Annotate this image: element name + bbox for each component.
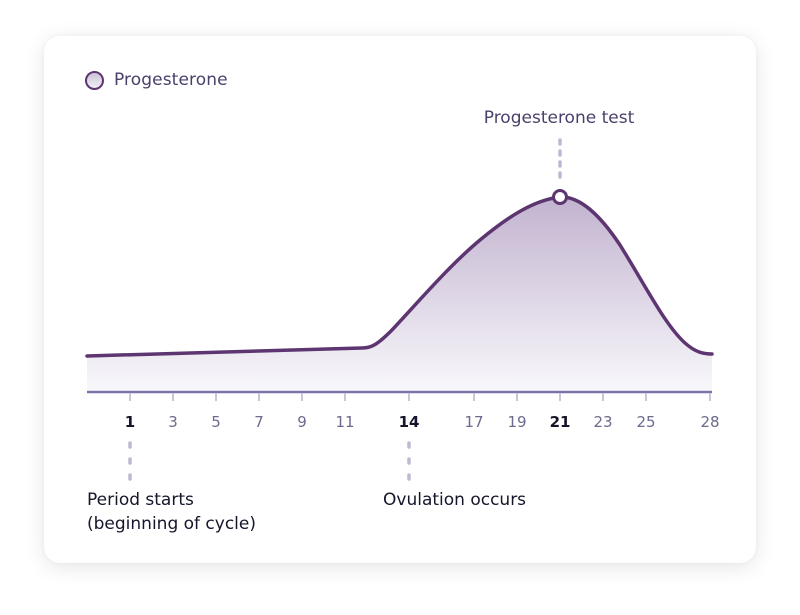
tick-label: 5 (211, 413, 221, 431)
tick-label: 23 (593, 413, 613, 431)
period-starts-subtitle: (beginning of cycle) (87, 514, 256, 534)
legend-circle-icon (85, 70, 104, 90)
legend-label: Progesterone (114, 70, 228, 90)
tick-marks (129, 393, 711, 401)
period-starts-annotation: Period starts (beginning of cycle) (87, 488, 256, 536)
tick-label: 21 (549, 413, 571, 431)
tick-label: 19 (507, 413, 527, 431)
tick-label: 17 (464, 413, 484, 431)
legend: Progesterone (85, 70, 228, 90)
tick-label: 14 (398, 413, 420, 431)
tick-label: 7 (254, 413, 264, 431)
tick-label: 3 (168, 413, 178, 431)
tick-label: 11 (335, 413, 355, 431)
ovulation-title: Ovulation occurs (383, 490, 527, 510)
progesterone-test-label: Progesterone test (483, 108, 635, 128)
ovulation-annotation: Ovulation occurs (383, 488, 526, 512)
peak-marker (552, 189, 568, 205)
tick-label: 1 (124, 413, 136, 431)
curve-area (87, 196, 712, 390)
tick-label: 25 (636, 413, 656, 431)
tick-label: 9 (297, 413, 307, 431)
period-starts-title: Period starts (87, 490, 194, 510)
tick-label: 28 (700, 413, 720, 431)
